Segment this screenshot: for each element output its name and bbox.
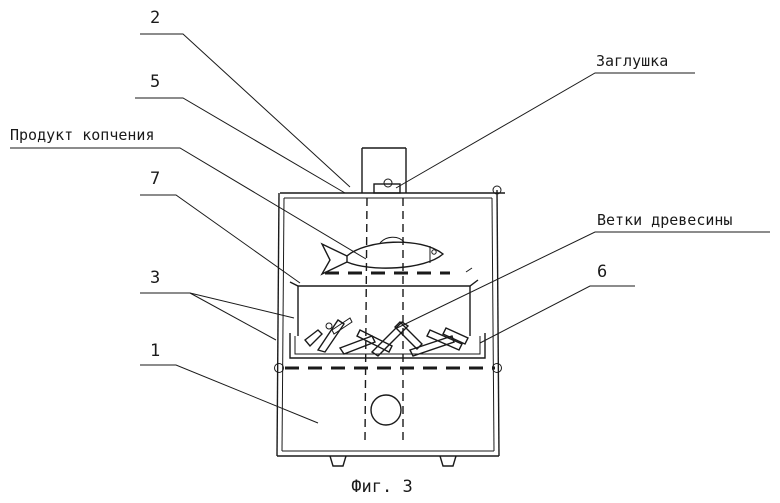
branches-tray: [289, 333, 486, 359]
label-2: 2: [150, 8, 160, 28]
label-plug: Заглушка: [596, 52, 668, 70]
label-branches: Ветки древесины: [597, 211, 732, 229]
plug-cap: [373, 178, 401, 194]
label-1: 1: [150, 341, 160, 361]
lower-chamber: [370, 394, 402, 426]
inner-tray: [289, 267, 479, 336]
label-product: Продукт копчения: [10, 126, 155, 144]
labels: 2 5 Продукт копчения 7 3 1 Заглушка Ветк…: [10, 8, 732, 361]
label-6: 6: [597, 262, 607, 282]
divider-grate: [274, 363, 502, 373]
label-5: 5: [150, 72, 160, 92]
fish-product: [320, 236, 445, 276]
inner-pipe: [364, 197, 404, 441]
smoker-housing: [276, 185, 505, 467]
label-7: 7: [150, 169, 160, 189]
wood-branches: [303, 317, 469, 357]
leader-lines: [10, 33, 770, 424]
chimney-pipe: [361, 147, 407, 193]
label-3: 3: [150, 268, 160, 288]
figure-caption: Фиг. 3: [351, 477, 412, 497]
